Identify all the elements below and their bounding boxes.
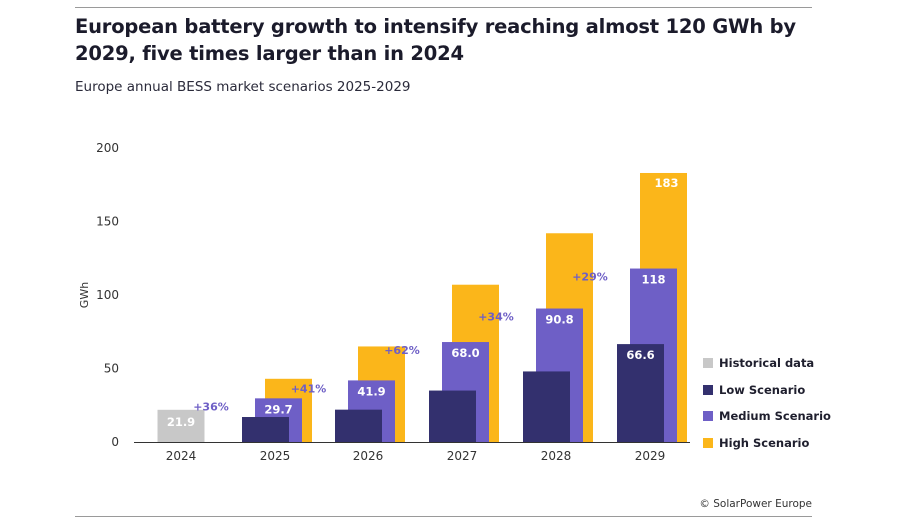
legend-label: Historical data bbox=[719, 356, 815, 371]
growth-label: +62% bbox=[384, 344, 420, 357]
data-label: 29.7 bbox=[264, 402, 292, 416]
data-label: 183 bbox=[654, 176, 678, 190]
source-credit: © SolarPower Europe bbox=[699, 498, 812, 510]
bar-low bbox=[242, 417, 289, 442]
x-tick-label: 2027 bbox=[447, 449, 478, 463]
top-rule bbox=[75, 7, 812, 8]
x-tick-label: 2024 bbox=[166, 449, 197, 463]
legend-item-low: Low Scenario bbox=[703, 377, 831, 404]
legend-label: High Scenario bbox=[719, 435, 810, 450]
y-axis-label: GWh bbox=[78, 282, 91, 308]
legend-item-high: High Scenario bbox=[703, 430, 831, 457]
bar-historical bbox=[157, 409, 205, 442]
legend-label: Low Scenario bbox=[719, 382, 806, 397]
bar-low bbox=[617, 344, 664, 442]
data-label: 118 bbox=[641, 273, 665, 287]
y-tick-label: 0 bbox=[111, 435, 119, 449]
legend-swatch-historical bbox=[703, 358, 713, 369]
legend-label: Medium Scenario bbox=[719, 409, 831, 424]
x-tick-label: 2026 bbox=[353, 449, 384, 463]
data-label: 90.8 bbox=[545, 313, 573, 327]
growth-label: +41% bbox=[291, 382, 327, 395]
data-label: 21.9 bbox=[167, 415, 195, 429]
legend-swatch-high bbox=[703, 437, 713, 448]
y-tick-label: 100 bbox=[96, 288, 119, 302]
y-tick-label: 50 bbox=[104, 362, 119, 376]
growth-label: +34% bbox=[478, 311, 514, 324]
bar-low bbox=[523, 371, 570, 442]
y-tick-label: 200 bbox=[96, 141, 119, 155]
y-tick-label: 150 bbox=[96, 215, 119, 229]
data-label: 66.6 bbox=[626, 348, 654, 362]
x-tick-label: 2025 bbox=[260, 449, 291, 463]
chart-legend: Historical data Low Scenario Medium Scen… bbox=[703, 350, 831, 456]
bar-low bbox=[429, 390, 476, 442]
data-label: 41.9 bbox=[357, 384, 385, 398]
x-tick-label: 2028 bbox=[541, 449, 572, 463]
growth-label: +36% bbox=[193, 400, 229, 413]
legend-item-medium: Medium Scenario bbox=[703, 403, 831, 430]
bottom-rule bbox=[75, 516, 812, 517]
legend-item-historical: Historical data bbox=[703, 350, 831, 377]
bar-low bbox=[335, 409, 382, 442]
legend-swatch-medium bbox=[703, 411, 713, 422]
growth-label: +29% bbox=[572, 271, 608, 284]
data-label: 68.0 bbox=[451, 346, 479, 360]
legend-swatch-low bbox=[703, 384, 713, 395]
x-tick-label: 2029 bbox=[635, 449, 666, 463]
chart-title: European battery growth to intensify rea… bbox=[75, 15, 796, 65]
chart-subtitle: Europe annual BESS market scenarios 2025… bbox=[75, 79, 411, 95]
